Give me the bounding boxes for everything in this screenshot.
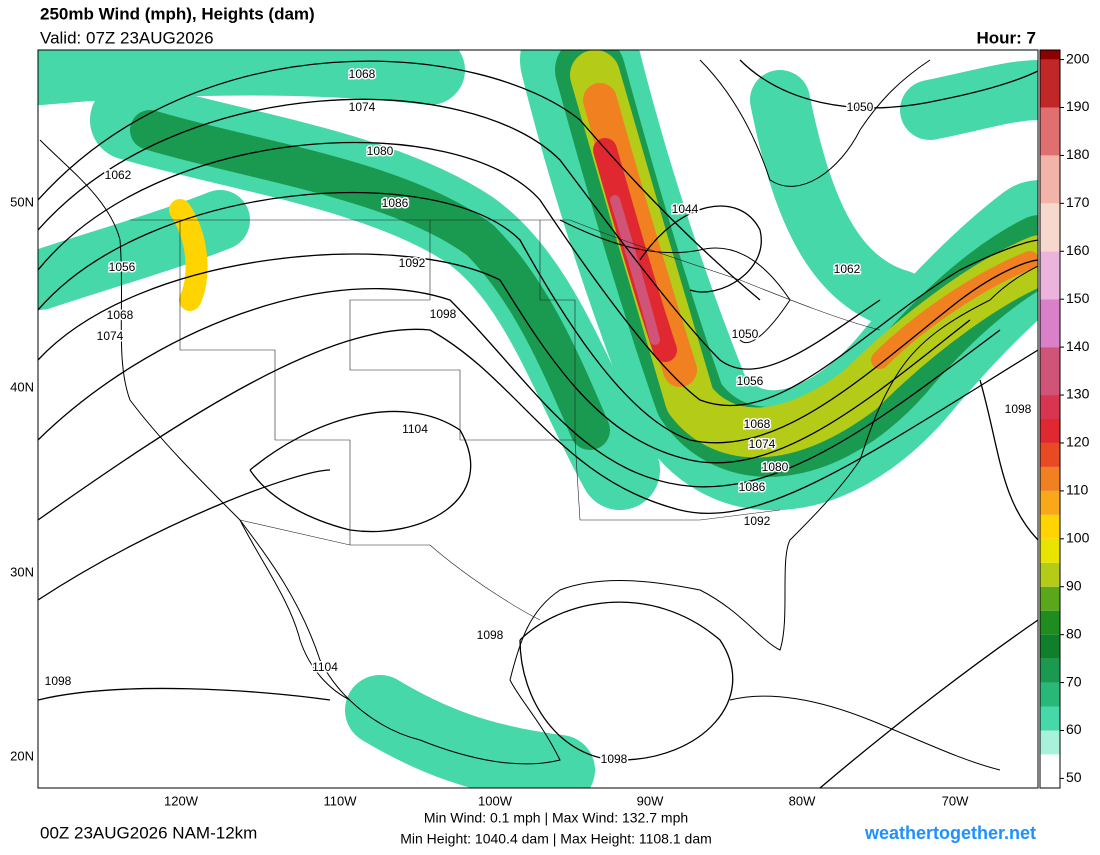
contour-label: 1062 (105, 168, 132, 182)
colorbar-band (1040, 107, 1060, 156)
contour-label: 1098 (1005, 402, 1032, 416)
longitude-label: 80W (789, 793, 816, 808)
longitude-label: 90W (637, 793, 664, 808)
contour-label: 1098 (45, 674, 72, 688)
colorbar-tick-label: 190 (1066, 98, 1090, 114)
title: 250mb Wind (mph), Heights (dam) (40, 4, 315, 23)
latitude-label: 30N (10, 564, 34, 579)
colorbar-tick-label: 110 (1066, 482, 1089, 498)
colorbar-band (1040, 59, 1060, 108)
contour-label: 1068 (744, 417, 771, 431)
colorbar-band (1040, 682, 1060, 707)
colorbar-tick-label: 60 (1066, 721, 1082, 737)
colorbar-band (1040, 155, 1060, 204)
contour-label: 1086 (382, 196, 409, 210)
contour-label: 1044 (672, 202, 699, 216)
contour-label: 1098 (430, 307, 457, 321)
longitude-label: 70W (942, 793, 969, 808)
latitude-label: 50N (10, 194, 34, 209)
colorbar-band (1040, 706, 1060, 731)
contour-label: 1098 (601, 752, 628, 766)
colorbar-band (1040, 658, 1060, 683)
contour-label: 1074 (349, 100, 376, 114)
contour-label: 1080 (367, 144, 394, 158)
contour-label: 1104 (402, 422, 428, 436)
colorbar-band (1040, 251, 1060, 300)
colorbar-band (1040, 203, 1060, 252)
contour-label: 1074 (749, 437, 776, 451)
wind-shading (38, 50, 1038, 788)
colorbar-band (1040, 50, 1060, 60)
colorbar-band (1040, 299, 1060, 348)
colorbar-band (1040, 586, 1060, 611)
colorbar-band (1040, 490, 1060, 515)
colorbar-band (1040, 754, 1060, 788)
contour-label: 1056 (737, 374, 764, 388)
colorbar-tick-label: 200 (1066, 50, 1090, 66)
colorbar-band (1040, 610, 1060, 635)
longitude-label: 110W (324, 793, 358, 808)
borders (130, 219, 881, 621)
map: 50N 40N 30N 20N 120W 110W 100W 90W 80W 70W 1068 107… (10, 49, 1039, 809)
colorbar-band (1040, 634, 1060, 659)
colorbar-tick-label: 180 (1066, 146, 1090, 162)
contour-label: 1056 (109, 260, 136, 274)
contour-label: 1068 (107, 308, 134, 322)
colorbar-tick-label: 80 (1066, 625, 1082, 641)
contour-label: 1104 (312, 660, 338, 674)
contour-label: 1098 (477, 628, 504, 642)
wind-range: Min Wind: 0.1 mph | Max Wind: 132.7 mph (424, 810, 688, 826)
colorbar-band (1040, 562, 1060, 587)
contour-label: 1080 (762, 460, 789, 474)
height-contours (38, 59, 1038, 788)
colorbar-tick-label: 160 (1066, 242, 1090, 258)
longitude-label: 100W (478, 793, 513, 808)
colorbar-tick-label: 70 (1066, 673, 1082, 689)
contour-label: 1068 (349, 67, 376, 81)
colorbar-tick-label: 120 (1066, 434, 1090, 450)
contour-label: 1074 (97, 329, 124, 343)
contour-label: 1092 (744, 514, 771, 528)
height-range: Min Height: 1040.4 dam | Max Height: 110… (400, 831, 712, 847)
colorbar-tick-label: 50 (1066, 769, 1082, 785)
colorbar-band (1040, 395, 1060, 419)
colorbar-band (1040, 730, 1060, 755)
contour-label: 1050 (732, 327, 759, 341)
colorbar-band (1040, 514, 1060, 539)
contour-label: 1050 (847, 100, 874, 114)
colorbar-band (1040, 419, 1060, 443)
colorbar-tick-label: 140 (1066, 338, 1090, 354)
site-link[interactable]: weathertogether.net (864, 823, 1036, 843)
forecast-hour: Hour: 7 (977, 28, 1037, 47)
colorbar-tick-label: 170 (1066, 194, 1090, 210)
coastlines (39, 59, 1038, 771)
map-labels: 50N 40N 30N 20N 120W 110W 100W 90W 80W 70W 1068 107… (10, 66, 1033, 809)
colorbar-tick-label: 100 (1066, 530, 1090, 546)
colorbar-tick-label: 90 (1066, 577, 1082, 593)
latitude-label: 40N (10, 379, 34, 394)
colorbar-band (1040, 466, 1060, 491)
colorbar-frame (1039, 49, 1061, 789)
colorbar: 50 60 70 80 90 100 110 120 130 140 150 160 170 180 190… (1039, 49, 1090, 789)
model-run: 00Z 23AUG2026 NAM-12km (40, 823, 257, 842)
colorbar-band (1040, 538, 1060, 563)
longitude-label: 120W (164, 793, 199, 808)
valid-time: Valid: 07Z 23AUG2026 (40, 28, 214, 47)
latitude-label: 20N (10, 748, 34, 763)
map-frame (37, 49, 1039, 789)
contour-label: 1062 (834, 262, 861, 276)
colorbar-tick-label: 130 (1066, 386, 1090, 402)
colorbar-tick-label: 150 (1066, 290, 1090, 306)
colorbar-band (1040, 442, 1060, 467)
contour-label: 1086 (739, 480, 766, 494)
colorbar-band (1040, 347, 1060, 396)
contour-label: 1092 (399, 256, 426, 270)
